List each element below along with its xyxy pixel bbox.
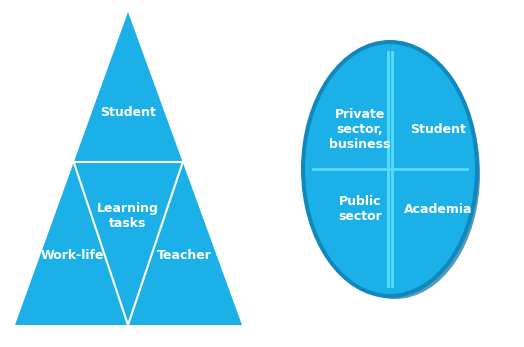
Polygon shape xyxy=(15,12,242,325)
Text: Work-life: Work-life xyxy=(40,249,104,262)
Ellipse shape xyxy=(310,49,480,299)
Text: Public
sector: Public sector xyxy=(338,195,382,223)
Ellipse shape xyxy=(305,44,475,294)
Text: Private
sector,
business: Private sector, business xyxy=(329,108,391,151)
Text: Academia: Academia xyxy=(404,203,472,215)
Text: Student: Student xyxy=(410,122,466,135)
Ellipse shape xyxy=(301,40,479,298)
Text: Learning
tasks: Learning tasks xyxy=(97,203,159,230)
Text: Teacher: Teacher xyxy=(157,249,212,262)
Text: Student: Student xyxy=(100,105,156,119)
